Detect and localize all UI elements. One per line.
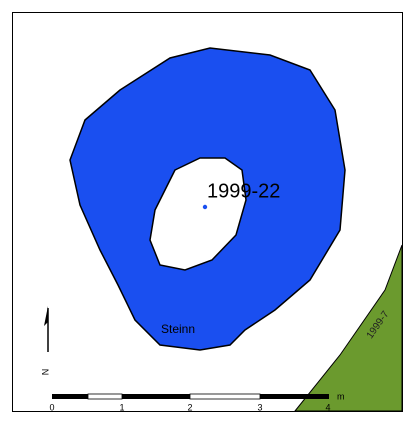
scale-segment xyxy=(52,394,88,399)
scale-unit: m xyxy=(337,391,345,401)
north-arrow: N xyxy=(40,306,50,375)
scale-label: 0 xyxy=(49,402,54,412)
north-label: N xyxy=(40,369,50,376)
area-label: Steinn xyxy=(161,322,195,336)
point-label: 1999-22 xyxy=(207,180,280,202)
north-arrow-head xyxy=(44,306,48,326)
scale-segment xyxy=(189,393,261,400)
scale-segment xyxy=(87,393,123,400)
scale-segment xyxy=(122,394,190,399)
area xyxy=(69,47,346,351)
scale-label: 4 xyxy=(325,402,330,412)
point xyxy=(202,204,208,210)
parcel xyxy=(293,244,403,412)
scale-segment xyxy=(260,394,329,399)
scale-label: 3 xyxy=(257,402,262,412)
scale-bar: 0 1 2 3 4 m xyxy=(49,391,344,412)
scale-label: 1 xyxy=(119,402,124,412)
scale-label: 2 xyxy=(187,402,192,412)
